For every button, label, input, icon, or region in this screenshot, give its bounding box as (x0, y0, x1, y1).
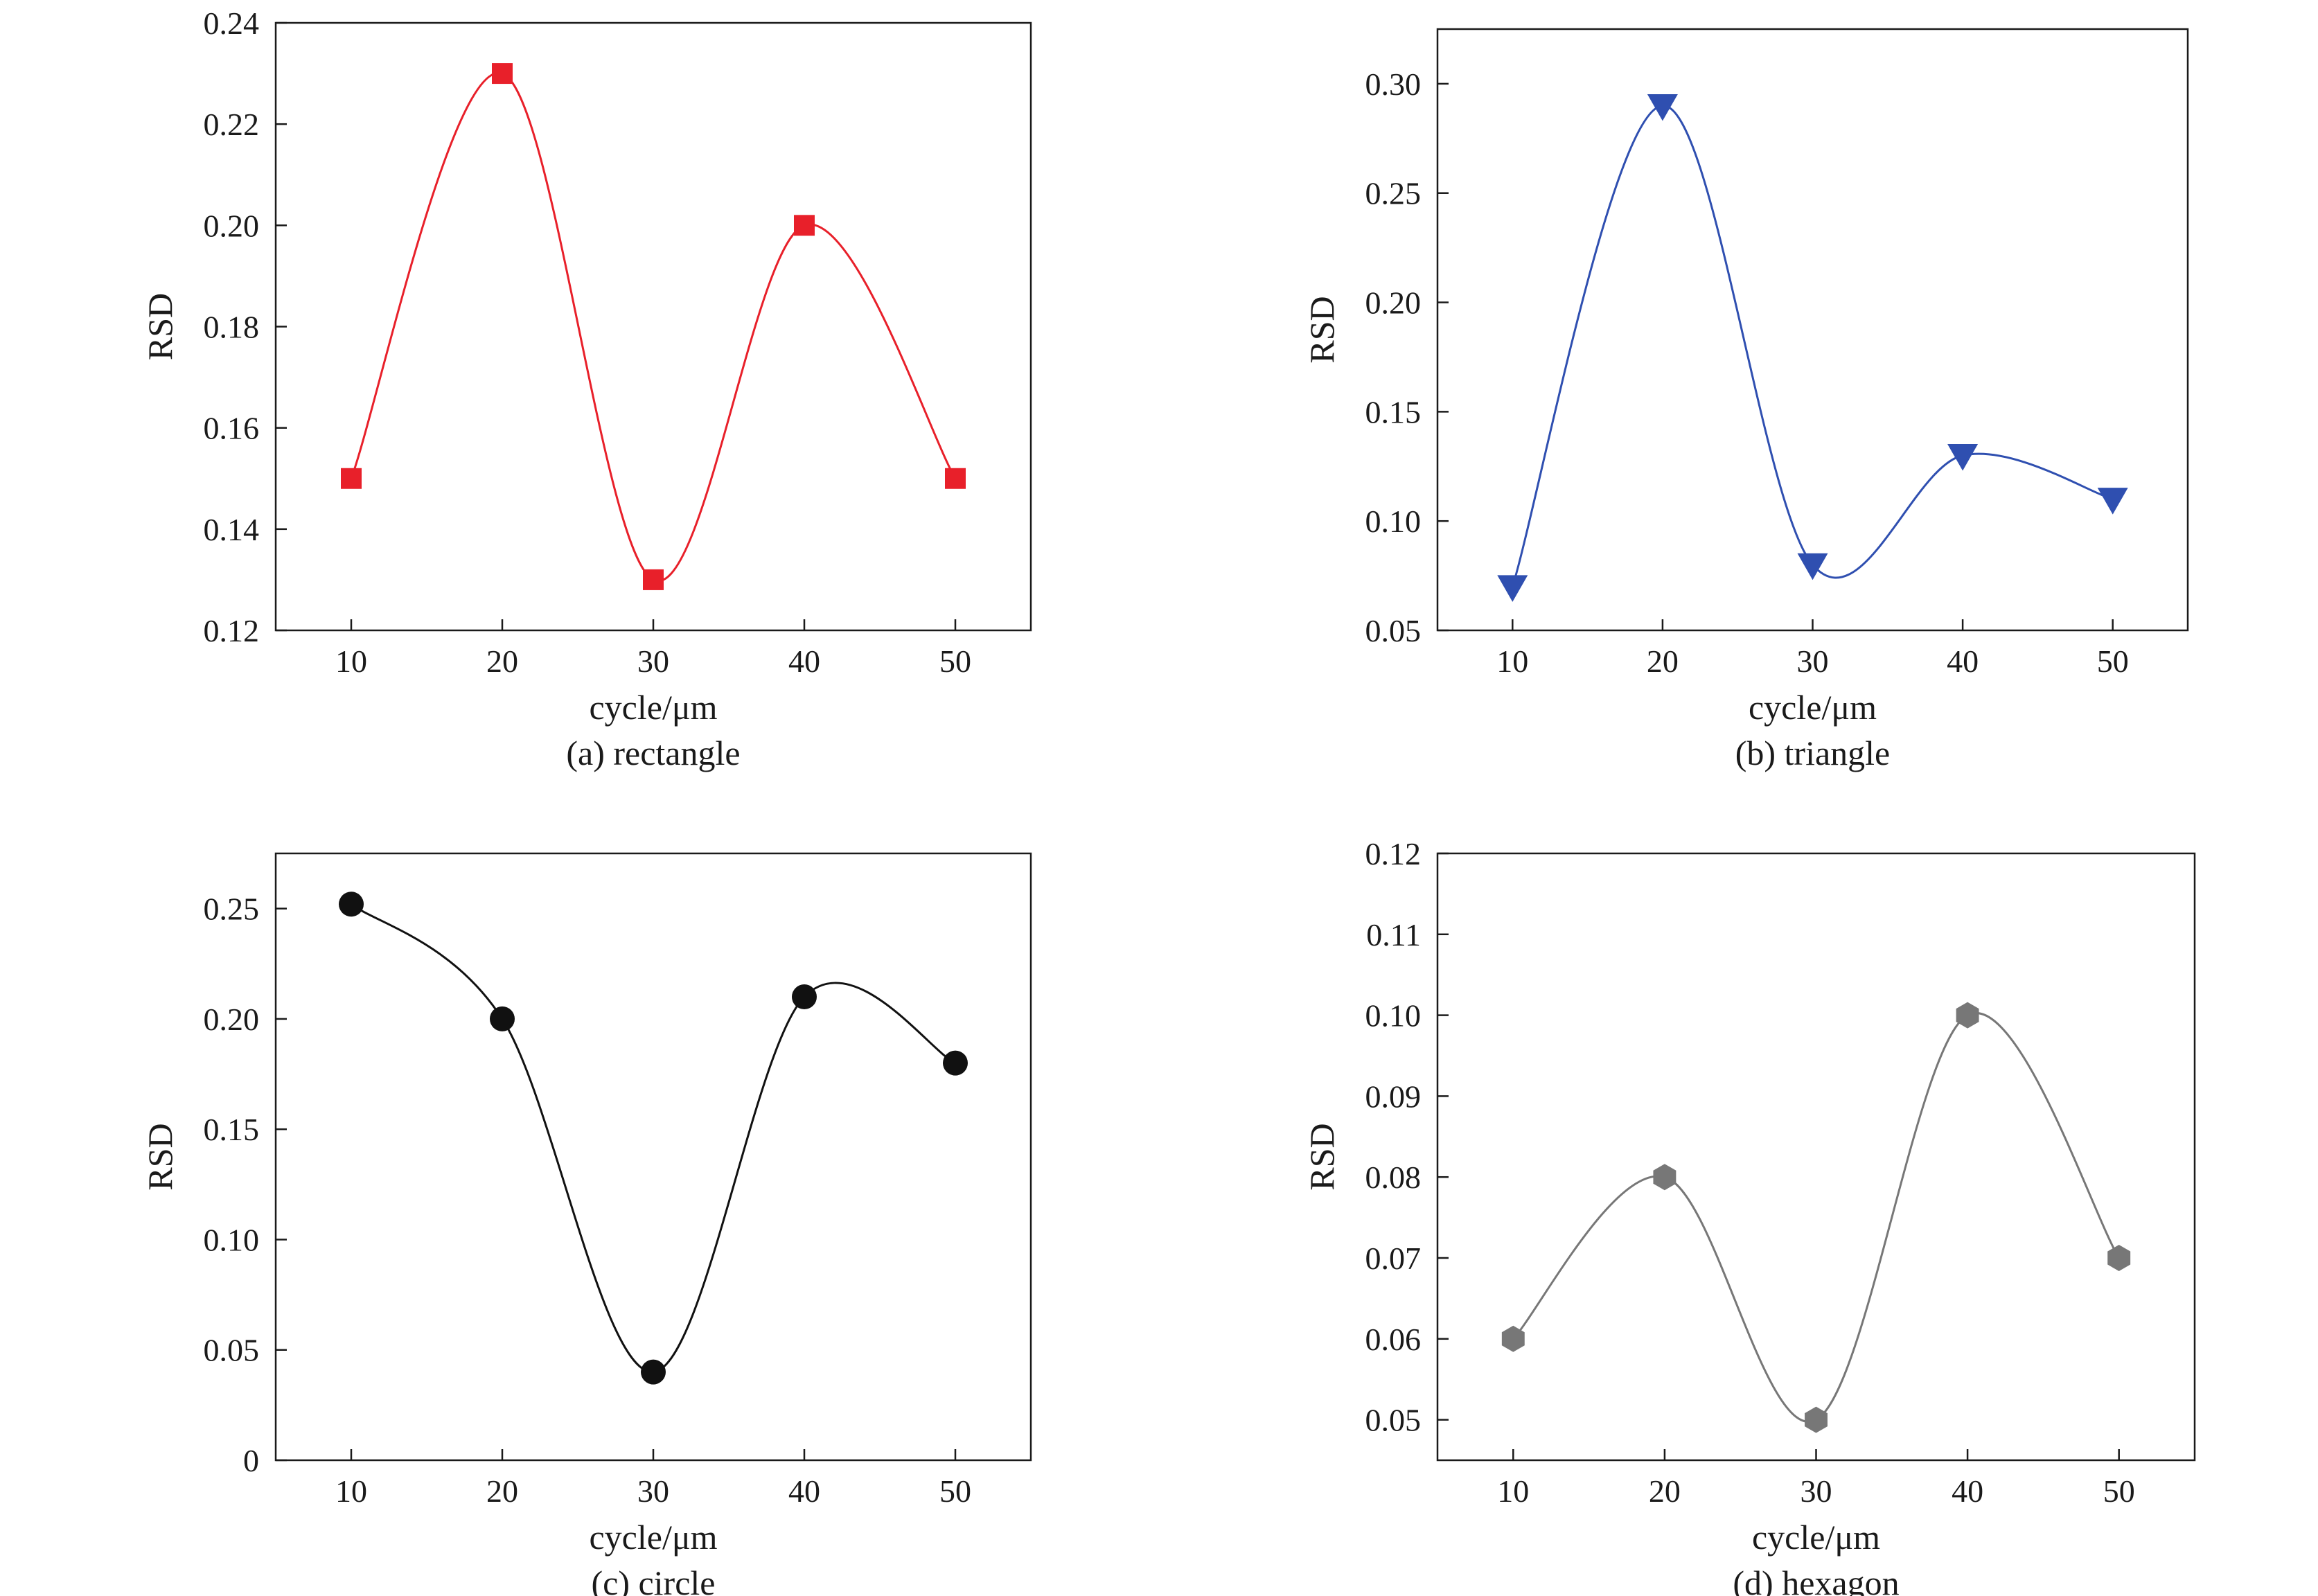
y-tick-label: 0.16 (204, 411, 260, 446)
point-1-3 (1947, 443, 1979, 471)
x-tick-label: 10 (1496, 644, 1528, 679)
point-3-4 (2107, 1245, 2131, 1271)
x-tick-label: 40 (788, 644, 820, 679)
point-1-0 (1497, 575, 1528, 602)
y-tick-label: 0.07 (1365, 1241, 1422, 1276)
chart-panel-1: 10 20 30 40 50 0.05 0.10 0.15 0.20 0.25 0.30 cycle/… (1302, 28, 2189, 772)
plot-frame (1436, 28, 2189, 632)
x-axis-label: cycle/μm (1752, 1518, 1880, 1557)
x-axis-label: cycle/μm (1749, 688, 1877, 727)
series-line-2-0 (351, 903, 956, 1374)
y-tick-label: 0.10 (1365, 998, 1422, 1034)
point-3-1 (1653, 1164, 1676, 1191)
point-1-1 (1647, 94, 1678, 121)
point-0-0 (341, 468, 362, 489)
y-axis-label: RSD (1302, 1123, 1341, 1190)
x-tick-label: 50 (2097, 644, 2129, 679)
x-tick-label: 20 (486, 644, 518, 679)
y-axis-label: RSD (1302, 296, 1341, 363)
y-tick-label: 0.25 (1365, 176, 1422, 211)
y-tick-label: 0.06 (1365, 1322, 1422, 1357)
y-tick-label: 0.10 (1365, 504, 1422, 539)
x-tick-label: 10 (335, 1473, 367, 1509)
x-tick-label: 40 (1952, 1473, 1983, 1509)
y-tick-label: 0.20 (204, 208, 260, 243)
point-0-3 (794, 215, 815, 236)
series-line-1-0 (1511, 104, 2114, 587)
x-tick-label: 50 (2103, 1473, 2135, 1509)
y-tick-label: 0.24 (204, 6, 260, 41)
panel-caption: (c) circle (591, 1563, 715, 1596)
x-tick-label: 20 (1647, 644, 1679, 679)
panel-caption: (b) triangle (1735, 734, 1891, 772)
point-0-2 (643, 569, 664, 590)
y-axis-label: RSD (141, 293, 179, 360)
x-axis-label: cycle/μm (589, 688, 717, 727)
chart-panel-0: 10 20 30 40 50 0.12 0.14 0.16 0.18 0.20 0.22 0.24 cy… (141, 6, 1032, 772)
y-tick-label: 0.20 (204, 1002, 260, 1037)
series-line-0-0 (350, 72, 957, 583)
point-3-3 (1956, 1002, 1979, 1029)
y-tick-label: 0.20 (1365, 285, 1422, 321)
x-tick-label: 30 (637, 644, 669, 679)
y-tick-label: 0.11 (1366, 917, 1421, 952)
point-2-0 (339, 892, 364, 917)
x-tick-label: 50 (939, 1473, 971, 1509)
y-tick-label: 0.05 (1365, 613, 1422, 648)
x-tick-label: 50 (939, 644, 971, 679)
y-tick-label: 0.09 (1365, 1079, 1422, 1114)
y-tick-label: 0.12 (1365, 836, 1422, 871)
point-2-1 (490, 1006, 515, 1031)
y-tick-label: 0.10 (204, 1222, 260, 1257)
point-2-2 (641, 1359, 666, 1385)
y-tick-label: 0.30 (1365, 66, 1422, 102)
x-axis-label: cycle/μm (589, 1518, 717, 1557)
plot-frame (1436, 852, 2196, 1462)
y-tick-label: 0 (243, 1443, 259, 1478)
y-tick-label: 0.12 (204, 613, 260, 648)
point-3-0 (1501, 1325, 1525, 1352)
y-tick-label: 0.18 (204, 310, 260, 345)
y-tick-label: 0.22 (204, 107, 260, 142)
panel-caption: (a) rectangle (566, 734, 740, 772)
x-tick-label: 20 (486, 1473, 518, 1509)
y-tick-label: 0.25 (204, 892, 260, 927)
point-0-4 (945, 468, 966, 489)
y-tick-label: 0.15 (1365, 394, 1422, 429)
x-tick-label: 30 (1797, 644, 1829, 679)
y-tick-label: 0.05 (204, 1333, 260, 1368)
point-2-3 (792, 984, 817, 1010)
x-tick-label: 30 (1801, 1473, 1832, 1509)
x-tick-label: 10 (1497, 1473, 1529, 1509)
x-tick-label: 10 (335, 644, 367, 679)
y-axis-label: RSD (141, 1123, 179, 1190)
x-tick-label: 40 (788, 1473, 820, 1509)
point-1-2 (1797, 553, 1828, 580)
y-tick-label: 0.15 (204, 1112, 260, 1147)
chart-panel-3: 10 20 30 40 50 0.05 0.06 0.07 0.08 0.09 0.10 0.11 0.… (1302, 836, 2196, 1596)
chart-panel-2: 10 20 30 40 50 0 0.05 0.10 0.15 0.20 0.25 cycle/μm R… (141, 852, 1032, 1596)
panel-caption: (d) hexagon (1733, 1563, 1899, 1596)
point-0-1 (492, 63, 513, 85)
point-3-2 (1805, 1406, 1828, 1433)
y-tick-label: 0.08 (1365, 1160, 1422, 1195)
x-tick-label: 40 (1947, 644, 1979, 679)
point-2-4 (943, 1050, 968, 1076)
plot-frame (274, 21, 1032, 632)
x-tick-label: 30 (637, 1473, 669, 1509)
point-1-4 (2097, 488, 2128, 515)
y-tick-label: 0.05 (1365, 1403, 1422, 1438)
y-tick-label: 0.14 (204, 512, 260, 547)
x-tick-label: 20 (1649, 1473, 1681, 1509)
series-line-3-0 (1512, 1012, 2120, 1423)
